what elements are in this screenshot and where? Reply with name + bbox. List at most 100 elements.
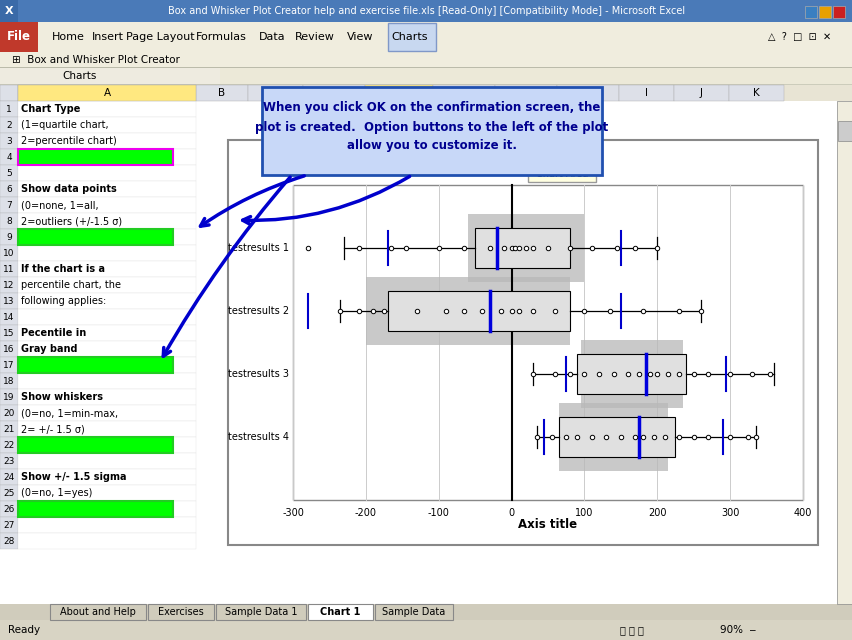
Text: E: E (395, 88, 402, 98)
FancyBboxPatch shape (0, 84, 852, 85)
FancyBboxPatch shape (18, 229, 196, 245)
FancyBboxPatch shape (0, 52, 852, 68)
FancyBboxPatch shape (18, 309, 196, 325)
Text: A: A (103, 88, 111, 98)
FancyBboxPatch shape (0, 437, 18, 453)
FancyBboxPatch shape (0, 453, 18, 469)
FancyBboxPatch shape (18, 117, 196, 133)
Text: Sample Data 1: Sample Data 1 (224, 607, 296, 617)
FancyBboxPatch shape (0, 357, 18, 373)
FancyBboxPatch shape (18, 469, 196, 485)
FancyBboxPatch shape (0, 85, 18, 101)
Text: H: H (584, 88, 591, 98)
Text: (0=no, 1=yes): (0=no, 1=yes) (21, 488, 92, 498)
Text: 0: 0 (508, 508, 514, 518)
FancyBboxPatch shape (0, 117, 18, 133)
Text: 13: 13 (3, 296, 14, 305)
Text: If the chart is a: If the chart is a (21, 264, 105, 274)
Text: About and Help: About and Help (60, 607, 135, 617)
Text: View: View (347, 32, 373, 42)
FancyBboxPatch shape (18, 133, 196, 149)
Text: I: I (644, 88, 648, 98)
FancyBboxPatch shape (0, 133, 18, 149)
FancyBboxPatch shape (0, 325, 18, 341)
Text: 26: 26 (3, 504, 14, 513)
Text: -300: -300 (282, 508, 303, 518)
FancyBboxPatch shape (216, 604, 306, 620)
Text: Chart 1: Chart 1 (320, 607, 360, 617)
FancyBboxPatch shape (0, 229, 18, 245)
FancyBboxPatch shape (18, 517, 196, 533)
Text: Ready: Ready (8, 625, 40, 635)
Text: 1: 1 (91, 504, 99, 514)
FancyBboxPatch shape (302, 85, 365, 101)
FancyBboxPatch shape (375, 604, 452, 620)
Text: 2= +/- 1.5 σ): 2= +/- 1.5 σ) (21, 424, 84, 434)
FancyBboxPatch shape (248, 85, 302, 101)
Text: (0=none, 1=all,: (0=none, 1=all, (21, 200, 99, 210)
Text: 400: 400 (793, 508, 811, 518)
FancyBboxPatch shape (50, 604, 146, 620)
Text: J: J (699, 88, 702, 98)
Text: When you click OK on the confirmation screen, the
plot is created.  Option butto: When you click OK on the confirmation sc… (255, 102, 608, 152)
Text: 1: 1 (91, 152, 99, 162)
Text: Page Layout: Page Layout (125, 32, 194, 42)
Text: 24: 24 (3, 472, 14, 481)
FancyBboxPatch shape (365, 85, 433, 101)
FancyBboxPatch shape (494, 85, 556, 101)
FancyBboxPatch shape (18, 229, 173, 245)
Text: 17: 17 (3, 360, 14, 369)
Text: F: F (461, 88, 466, 98)
Text: A: A (103, 88, 111, 98)
FancyBboxPatch shape (0, 101, 852, 604)
FancyBboxPatch shape (475, 228, 569, 268)
FancyBboxPatch shape (292, 185, 802, 500)
FancyBboxPatch shape (0, 101, 18, 117)
Text: Show whiskers: Show whiskers (21, 392, 103, 402)
FancyBboxPatch shape (18, 277, 196, 293)
FancyBboxPatch shape (0, 293, 18, 309)
FancyBboxPatch shape (18, 197, 196, 213)
Text: File: File (7, 31, 31, 44)
Text: Data: Data (258, 32, 285, 42)
Text: (0=no, 1=min-max,: (0=no, 1=min-max, (21, 408, 118, 418)
Text: 1: 1 (91, 232, 99, 242)
FancyBboxPatch shape (836, 101, 852, 604)
FancyBboxPatch shape (619, 85, 673, 101)
Text: 4: 4 (6, 152, 12, 161)
FancyBboxPatch shape (18, 501, 196, 517)
FancyBboxPatch shape (148, 604, 214, 620)
FancyBboxPatch shape (818, 6, 830, 18)
FancyBboxPatch shape (0, 85, 852, 101)
Text: 9: 9 (6, 232, 12, 241)
FancyBboxPatch shape (0, 0, 852, 22)
FancyBboxPatch shape (388, 23, 435, 51)
Text: 5: 5 (6, 168, 12, 177)
FancyBboxPatch shape (673, 85, 728, 101)
Text: 25: 25 (3, 488, 14, 497)
FancyBboxPatch shape (18, 357, 173, 373)
FancyBboxPatch shape (0, 533, 18, 549)
FancyBboxPatch shape (0, 389, 18, 405)
Text: Charts: Charts (391, 32, 428, 42)
Text: Chart Area: Chart Area (535, 169, 588, 179)
Text: 11: 11 (3, 264, 14, 273)
FancyBboxPatch shape (0, 67, 852, 68)
Text: ▲: ▲ (841, 104, 847, 113)
FancyBboxPatch shape (0, 0, 18, 22)
FancyBboxPatch shape (0, 245, 18, 261)
FancyBboxPatch shape (837, 121, 851, 141)
Text: Pecentile in: Pecentile in (21, 328, 86, 338)
FancyBboxPatch shape (18, 85, 196, 101)
Text: 90%: 90% (83, 360, 107, 370)
FancyBboxPatch shape (0, 261, 18, 277)
Text: Show +/- 1.5 sigma: Show +/- 1.5 sigma (21, 472, 126, 482)
FancyBboxPatch shape (0, 309, 18, 325)
Text: 20: 20 (3, 408, 14, 417)
Text: Review: Review (295, 32, 335, 42)
FancyBboxPatch shape (18, 101, 196, 117)
Text: Box and Whisker Plot Creator help and exercise file.xls [Read-Only] [Compatibili: Box and Whisker Plot Creator help and ex… (168, 6, 684, 16)
FancyBboxPatch shape (18, 293, 196, 309)
Text: testresults 2: testresults 2 (227, 306, 289, 316)
Text: percentile chart, the: percentile chart, the (21, 280, 121, 290)
